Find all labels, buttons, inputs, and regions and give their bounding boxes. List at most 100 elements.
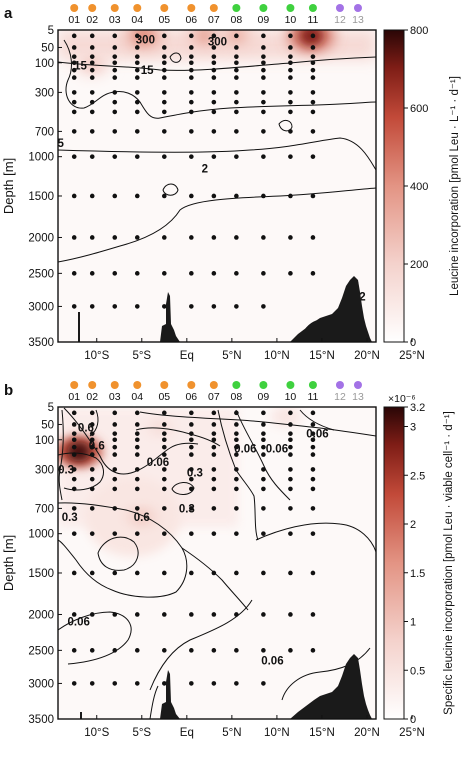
- sample-point: [89, 90, 95, 95]
- sample-point: [189, 681, 194, 686]
- sample-point: [112, 129, 118, 134]
- sample-point: [134, 437, 140, 443]
- sample-point: [134, 235, 140, 240]
- sample-point: [112, 67, 118, 73]
- sample-point: [288, 570, 293, 576]
- sample-point: [288, 54, 293, 59]
- station-marker: [187, 4, 196, 12]
- sample-point: [71, 476, 77, 482]
- station-marker: [286, 4, 295, 12]
- sample-point: [112, 90, 118, 95]
- sample-point: [211, 75, 217, 80]
- contour-line: [139, 411, 376, 437]
- sample-point: [288, 531, 293, 536]
- sample-point: [261, 67, 266, 73]
- sample-point: [89, 54, 95, 59]
- x-tick-label: 5°N: [222, 727, 241, 739]
- sample-point: [89, 75, 95, 80]
- sample-point: [288, 33, 293, 39]
- colorbar-gradient: [383, 406, 405, 720]
- sample-point: [189, 486, 194, 492]
- sample-point: [310, 67, 316, 73]
- panel-b-y-axis: 5 50 100 300 700 1000 1500 2000 2500 3000 3500: [28, 402, 62, 726]
- contour-line: [63, 407, 199, 475]
- sample-point: [71, 271, 77, 276]
- sample-point: [261, 612, 266, 617]
- sample-point: [89, 304, 95, 309]
- sample-point: [134, 681, 140, 686]
- sample-point: [189, 75, 194, 80]
- sample-point: [310, 75, 316, 80]
- y-tick-label: 700: [35, 126, 54, 138]
- sample-point: [112, 154, 118, 159]
- sample-point: [134, 75, 140, 80]
- sample-point: [211, 452, 217, 457]
- station-label: 12: [334, 391, 346, 403]
- panel-a-contours: [58, 39, 376, 342]
- station-marker: [110, 4, 119, 12]
- sample-point: [134, 570, 140, 576]
- sample-point: [211, 235, 217, 240]
- sample-point: [288, 444, 293, 450]
- sample-point: [310, 410, 316, 416]
- panel-a-plot-area: 300 300 15 15 2 5 2: [58, 30, 376, 342]
- sample-point: [288, 422, 293, 427]
- sample-point: [89, 193, 95, 199]
- sample-point: [211, 99, 217, 105]
- panel-a-label: a: [4, 5, 13, 22]
- station-marker: [259, 4, 268, 12]
- x-tick-label: 15°N: [309, 350, 335, 362]
- sample-point: [112, 431, 118, 436]
- station-label: 01: [68, 14, 80, 26]
- station-label: 05: [158, 14, 170, 26]
- contour-label: 0.06: [266, 444, 288, 456]
- station-label: 07: [208, 391, 220, 403]
- sample-point: [134, 109, 140, 115]
- sample-point: [112, 304, 118, 309]
- sample-point: [234, 506, 239, 511]
- sample-point: [211, 67, 217, 73]
- panel-b-axes-frame: [57, 406, 377, 720]
- heat-hotspot-core: [299, 30, 323, 46]
- contour-line: [171, 482, 195, 495]
- sample-point: [189, 33, 194, 39]
- sample-point: [71, 99, 77, 105]
- sample-point: [234, 54, 239, 59]
- contour-line: [97, 536, 139, 571]
- sample-point: [189, 531, 194, 536]
- sample-point: [310, 486, 316, 492]
- station-marker: [110, 381, 119, 389]
- station-label: 07: [208, 14, 220, 26]
- sample-point: [71, 193, 77, 199]
- x-tick-label: 20°N: [354, 350, 380, 362]
- sample-point: [234, 193, 239, 199]
- panel-b-colorbar: 0 0.5 1 1.5 2 2.5 3 3.2 ×10⁻⁶ Specific leucine …: [383, 393, 455, 726]
- contour-label: 0.06: [147, 457, 169, 469]
- sample-point: [261, 304, 266, 309]
- panel-a-heat-field: [58, 30, 376, 76]
- y-tick-label: 3500: [28, 714, 54, 726]
- heat-hotspot-core: [66, 441, 91, 462]
- sample-point: [189, 612, 194, 617]
- sample-point: [162, 437, 167, 443]
- sample-point: [189, 304, 194, 309]
- sample-point: [162, 54, 167, 59]
- sample-point: [71, 410, 77, 416]
- sample-point: [261, 99, 266, 105]
- sample-point: [134, 476, 140, 482]
- contour-line: [235, 409, 291, 501]
- y-tick-label: 2500: [28, 645, 54, 657]
- sample-point: [288, 431, 293, 436]
- y-tick-label: 100: [35, 58, 54, 70]
- sample-point: [261, 54, 266, 59]
- sample-point: [112, 60, 118, 66]
- sample-point: [134, 271, 140, 276]
- sample-point: [89, 452, 95, 457]
- sample-point: [261, 109, 266, 115]
- sample-point: [211, 422, 217, 427]
- sample-point: [134, 444, 140, 450]
- station-marker: [160, 4, 169, 12]
- sample-point: [310, 467, 316, 472]
- colorbar-multiplier: ×10⁻⁶: [388, 393, 416, 405]
